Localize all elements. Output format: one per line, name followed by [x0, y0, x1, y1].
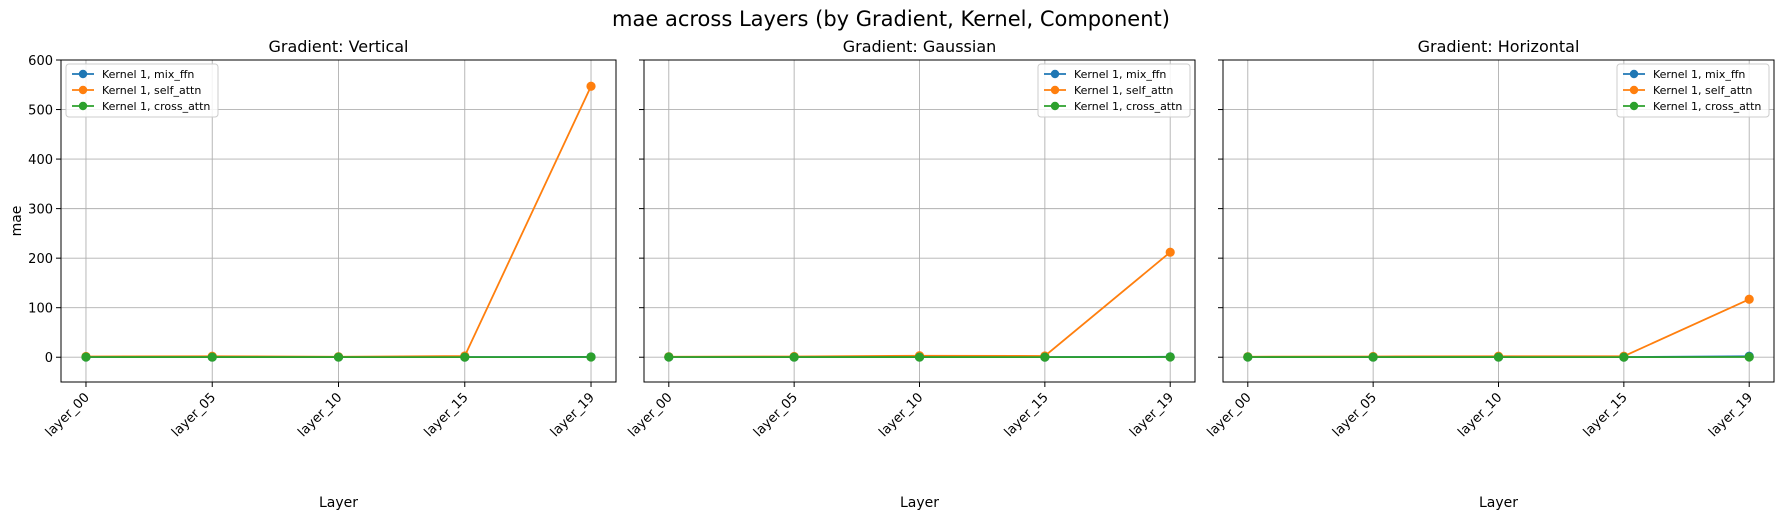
data-point — [1493, 352, 1504, 362]
legend-label: Kernel 1, cross_attn — [1653, 100, 1761, 113]
y-tick-label: 500 — [28, 104, 53, 119]
x-tick-label: layer_10 — [1455, 390, 1505, 440]
legend-label: Kernel 1, mix_ffn — [102, 68, 194, 81]
legend-marker — [1050, 85, 1060, 95]
data-point — [1368, 352, 1378, 362]
legend-label: Kernel 1, mix_ffn — [1074, 68, 1166, 81]
x-tick-label: layer_05 — [1330, 390, 1380, 440]
legend: Kernel 1, mix_ffn Kernel 1, self_attn Kern… — [65, 63, 219, 118]
legend-marker — [1629, 69, 1639, 79]
legend-marker — [78, 85, 88, 95]
data-point — [664, 352, 674, 362]
legend-label: Kernel 1, self_attn — [1653, 84, 1752, 97]
x-axis-label: Layer — [900, 495, 939, 511]
legend-label: Kernel 1, self_attn — [1074, 84, 1173, 97]
y-tick-label: 300 — [28, 203, 53, 218]
legend-marker — [78, 69, 88, 79]
data-point — [1040, 352, 1050, 362]
legend-marker — [1629, 85, 1639, 95]
x-tick-label: layer_05 — [751, 390, 801, 440]
x-tick-label: layer_05 — [169, 390, 219, 440]
data-point — [460, 352, 470, 362]
x-tick-label: layer_10 — [876, 390, 926, 440]
figure-title: mae across Layers (by Gradient, Kernel, … — [612, 7, 1170, 31]
chart-panel-2: layer_00 layer_05 layer_10 layer_15 layer_19… — [1205, 37, 1775, 511]
y-tick-label: 200 — [28, 252, 53, 267]
y-tick-label: 600 — [28, 54, 53, 69]
legend-marker — [1629, 101, 1639, 111]
x-axis-label: Layer — [319, 495, 358, 511]
x-tick-label: layer_15 — [1002, 390, 1052, 440]
legend-label: Kernel 1, cross_attn — [102, 100, 210, 113]
legend: Kernel 1, mix_ffn Kernel 1, self_attn Kern… — [1616, 63, 1770, 118]
data-point — [789, 352, 799, 362]
data-point — [1165, 352, 1175, 362]
x-axis-label: Layer — [1479, 495, 1518, 511]
panel-title: Gradient: Vertical — [268, 37, 408, 56]
y-tick-label: 400 — [28, 153, 53, 168]
data-point — [1165, 247, 1175, 257]
x-tick-label: layer_19 — [1706, 390, 1756, 440]
legend-marker — [1050, 69, 1060, 79]
data-point — [1619, 352, 1629, 362]
x-tick-label: layer_19 — [548, 390, 598, 440]
y-tick-label: 0 — [45, 351, 53, 366]
data-point — [333, 352, 344, 362]
legend-marker — [1050, 101, 1060, 111]
data-point — [586, 81, 596, 91]
legend-box — [1616, 63, 1770, 118]
chart-panel-0: 0 100 200 300 400 500 600 layer_00 layer_05 layer… — [9, 37, 617, 511]
x-tick-label: layer_10 — [295, 390, 345, 440]
data-point — [1243, 352, 1253, 362]
x-tick-label: layer_15 — [422, 390, 472, 440]
x-tick-label: layer_00 — [43, 390, 93, 440]
panel-title: Gradient: Horizontal — [1418, 37, 1580, 56]
y-axis-label: mae — [9, 206, 25, 237]
x-tick-label: layer_15 — [1581, 390, 1631, 440]
x-tick-label: layer_00 — [626, 390, 676, 440]
y-tick-label: 100 — [28, 302, 53, 317]
legend-label: Kernel 1, self_attn — [102, 84, 201, 97]
data-point — [81, 352, 91, 362]
legend-box — [65, 63, 219, 118]
x-tick-label: layer_19 — [1127, 390, 1177, 440]
panel-title: Gradient: Gaussian — [843, 37, 997, 56]
data-point — [207, 352, 217, 362]
x-tick-label: layer_00 — [1205, 390, 1255, 440]
data-point — [586, 352, 596, 362]
data-point — [914, 352, 925, 362]
chart-panel-1: layer_00 layer_05 layer_10 layer_15 layer_19… — [626, 37, 1196, 511]
legend-box — [1037, 63, 1191, 118]
legend-label: Kernel 1, mix_ffn — [1653, 68, 1745, 81]
legend-label: Kernel 1, cross_attn — [1074, 100, 1182, 113]
legend: Kernel 1, mix_ffn Kernel 1, self_attn Kern… — [1037, 63, 1191, 118]
data-point — [1744, 294, 1754, 304]
data-point — [1744, 352, 1754, 362]
legend-marker — [78, 101, 88, 111]
